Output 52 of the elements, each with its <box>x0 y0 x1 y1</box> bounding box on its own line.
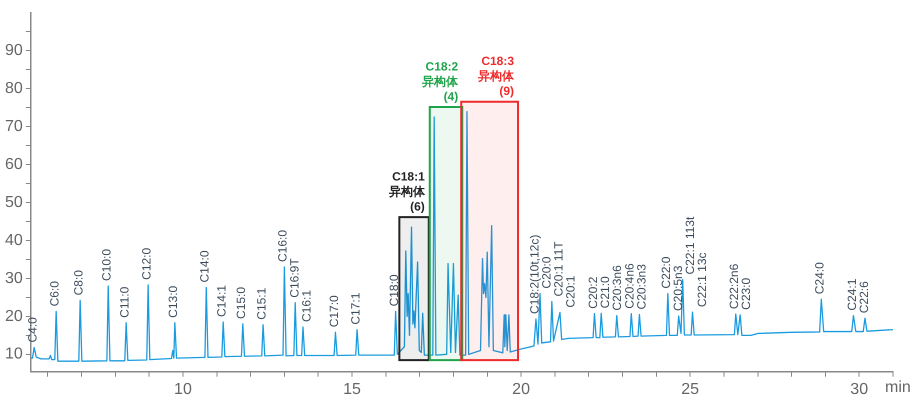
x-axis-title: min <box>885 379 911 396</box>
y-tick-label: 80 <box>5 80 23 97</box>
x-tick-label: 10 <box>174 380 192 398</box>
annotation: C13:0 <box>166 285 180 318</box>
annotation: C14:1 <box>214 284 228 318</box>
annotation: C22:0 <box>659 256 674 289</box>
y-tick-label: 40 <box>5 232 23 249</box>
annotation: C18:2(10t,12c) <box>527 234 542 314</box>
annotation: C20:1 <box>563 275 578 308</box>
band-label: C18:1 异构体 (6) <box>388 169 426 214</box>
annotation: C20:4n6 <box>622 263 637 309</box>
band-label: C18:3 异构体 (9) <box>477 54 516 98</box>
annotation: C16:9T <box>288 258 302 298</box>
annotation: C15:1 <box>254 287 268 320</box>
annotation: C22:1 13c <box>695 252 710 308</box>
annotation: C20:1 11T <box>551 240 566 297</box>
y-tick-label: 20 <box>5 308 23 325</box>
annotation: C23:0 <box>739 277 754 310</box>
annotation: C20:3n6 <box>610 264 624 311</box>
band-label: C18:2 异构体 (4) <box>421 59 460 104</box>
annotation: C10:0 <box>100 248 114 281</box>
y-tick-label: 90 <box>5 42 23 59</box>
annotation: C22:6 <box>856 280 871 314</box>
annotation: C20:5n3 <box>671 265 686 311</box>
y-tick-label: 30 <box>5 270 23 287</box>
y-tick-label: 60 <box>5 156 23 173</box>
annotation: C22:2n6 <box>727 263 742 310</box>
annotation: C14:0 <box>198 250 212 283</box>
x-tick-label: 20 <box>512 380 530 398</box>
annotation: C24:1 <box>844 278 859 311</box>
annotation: C16:0 <box>276 230 290 262</box>
annotation: C12:0 <box>139 248 154 280</box>
annotation: C16:1 <box>300 290 314 322</box>
annotation: C17:0 <box>326 294 341 328</box>
annotation: C17:1 <box>348 292 362 325</box>
annotation: C22:1 113t <box>683 216 698 275</box>
annotation: C18:0 <box>386 274 401 306</box>
x-tick-label: 15 <box>343 380 362 398</box>
y-tick-label: 50 <box>5 194 23 211</box>
y-tick-label: 10 <box>5 346 23 363</box>
annotation: C11:0 <box>117 286 132 318</box>
annotation: C15:0 <box>234 286 248 319</box>
annotation: C21:0 <box>598 276 612 308</box>
annotation: C20:3n3 <box>634 264 649 310</box>
annotation: C20:2 <box>586 276 600 309</box>
y-tick-label: 70 <box>5 118 23 135</box>
annotation: C24:0 <box>812 262 827 294</box>
x-tick-label: 25 <box>681 380 700 398</box>
annotation: C6:0 <box>47 280 62 306</box>
x-tick-label: 30 <box>850 380 868 398</box>
annotation: C8:0 <box>71 270 86 296</box>
annotation: C4:0 <box>25 316 40 342</box>
